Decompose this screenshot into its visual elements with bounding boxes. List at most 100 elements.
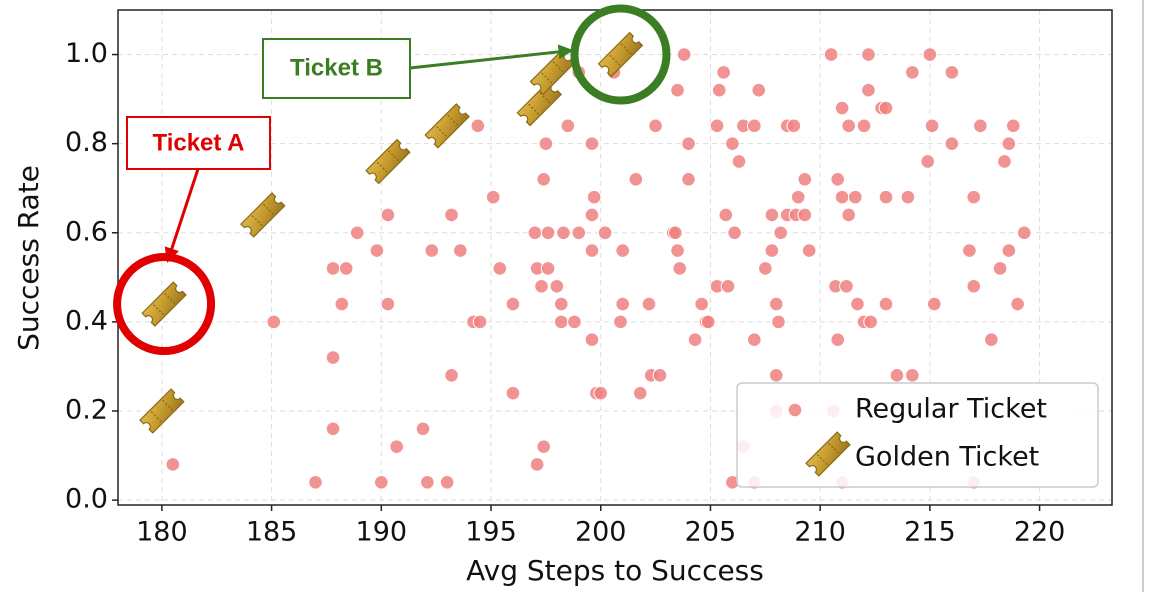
annotation-box bbox=[126, 116, 271, 170]
regular-ticket bbox=[926, 296, 942, 312]
regular-ticket bbox=[560, 118, 576, 134]
regular-ticket bbox=[801, 243, 817, 258]
regular-ticket bbox=[325, 421, 341, 437]
x-tick-label: 220 bbox=[1014, 517, 1066, 548]
regular-ticket bbox=[700, 314, 716, 330]
golden-ticket bbox=[141, 281, 187, 327]
legend-label: Regular Ticket bbox=[855, 394, 1047, 425]
highlight-circle bbox=[113, 253, 216, 356]
y-axis-label: Success Rate bbox=[12, 165, 45, 351]
x-tick-label: 210 bbox=[794, 517, 846, 548]
regular-ticket bbox=[966, 278, 982, 294]
regular-ticket bbox=[878, 189, 894, 205]
regular-ticket bbox=[556, 225, 571, 241]
regular-ticket bbox=[787, 402, 803, 418]
regular-ticket bbox=[670, 82, 685, 98]
regular-ticket bbox=[1001, 136, 1017, 151]
regular-ticket bbox=[966, 189, 982, 205]
regular-ticket bbox=[797, 172, 813, 187]
golden-ticket bbox=[139, 388, 185, 434]
regular-ticket bbox=[944, 136, 960, 151]
ticket-body bbox=[139, 388, 185, 434]
regular-ticket bbox=[920, 154, 935, 169]
regular-ticket bbox=[266, 314, 282, 330]
regular-ticket bbox=[878, 296, 894, 312]
regular-ticket bbox=[349, 225, 365, 241]
regular-ticket bbox=[764, 207, 780, 223]
regular-ticket bbox=[889, 368, 905, 383]
ticket-body bbox=[141, 281, 187, 327]
regular-ticket bbox=[472, 314, 488, 330]
regular-ticket bbox=[716, 65, 731, 80]
regular-ticket bbox=[850, 296, 865, 312]
regular-ticket bbox=[415, 421, 431, 437]
regular-ticket bbox=[444, 207, 459, 223]
regular-ticket bbox=[597, 225, 613, 241]
regular-ticket bbox=[534, 278, 549, 294]
golden-ticket bbox=[365, 138, 411, 185]
regular-ticket bbox=[797, 207, 813, 223]
regular-ticket bbox=[615, 243, 630, 258]
regular-ticket bbox=[758, 261, 773, 276]
regular-ticket bbox=[1001, 243, 1017, 258]
regular-ticket bbox=[841, 207, 856, 223]
regular-ticket bbox=[725, 136, 740, 151]
regular-ticket bbox=[374, 474, 389, 490]
regular-ticket bbox=[694, 296, 709, 312]
regular-ticket bbox=[505, 385, 521, 401]
regular-ticket bbox=[900, 189, 916, 205]
regular-ticket bbox=[420, 474, 435, 490]
regular-ticket bbox=[751, 82, 767, 98]
regular-ticket bbox=[584, 243, 600, 258]
legend-label: Golden Ticket bbox=[855, 442, 1039, 473]
golden-ticket bbox=[240, 192, 286, 238]
regular-ticket bbox=[676, 47, 692, 62]
regular-ticket bbox=[905, 65, 920, 80]
golden-ticket bbox=[516, 80, 563, 127]
regular-ticket bbox=[834, 189, 850, 205]
regular-ticket bbox=[334, 296, 350, 312]
regular-ticket bbox=[325, 261, 341, 276]
annotation-text: Ticket A bbox=[152, 129, 244, 156]
regular-ticket bbox=[536, 172, 551, 187]
regular-ticket bbox=[338, 261, 354, 276]
x-tick-label: 200 bbox=[575, 517, 627, 548]
regular-ticket bbox=[571, 225, 587, 241]
regular-ticket bbox=[856, 118, 872, 134]
regular-ticket bbox=[830, 172, 846, 187]
regular-ticket bbox=[823, 47, 839, 62]
regular-ticket bbox=[687, 332, 703, 348]
regular-ticket bbox=[790, 189, 806, 205]
regular-ticket bbox=[1005, 118, 1021, 134]
x-tick-label: 205 bbox=[685, 517, 737, 548]
regular-ticket bbox=[670, 243, 685, 258]
regular-ticket bbox=[529, 457, 545, 472]
regular-ticket bbox=[709, 118, 725, 134]
x-tick-label: 195 bbox=[465, 517, 517, 548]
regular-ticket bbox=[841, 118, 856, 134]
regular-ticket bbox=[962, 243, 977, 258]
regular-ticket bbox=[628, 172, 644, 187]
regular-ticket bbox=[747, 118, 762, 134]
regular-ticket bbox=[584, 332, 600, 348]
regular-ticket bbox=[973, 118, 988, 134]
regular-ticket bbox=[540, 261, 556, 276]
regular-ticket bbox=[718, 207, 734, 223]
ticket-body bbox=[424, 103, 470, 149]
ticket-body bbox=[365, 138, 411, 185]
regular-ticket bbox=[584, 207, 600, 223]
regular-ticket bbox=[830, 332, 846, 348]
golden-ticket bbox=[424, 103, 470, 149]
x-tick-label: 215 bbox=[904, 517, 956, 548]
golden-ticket bbox=[529, 49, 576, 96]
regular-ticket bbox=[672, 261, 688, 276]
regular-ticket bbox=[773, 225, 788, 241]
regular-ticket bbox=[470, 118, 486, 134]
regular-ticket bbox=[615, 296, 630, 312]
regular-ticket bbox=[584, 136, 600, 151]
regular-ticket bbox=[549, 278, 565, 294]
regular-ticket bbox=[861, 82, 876, 98]
regular-ticket bbox=[668, 225, 683, 241]
